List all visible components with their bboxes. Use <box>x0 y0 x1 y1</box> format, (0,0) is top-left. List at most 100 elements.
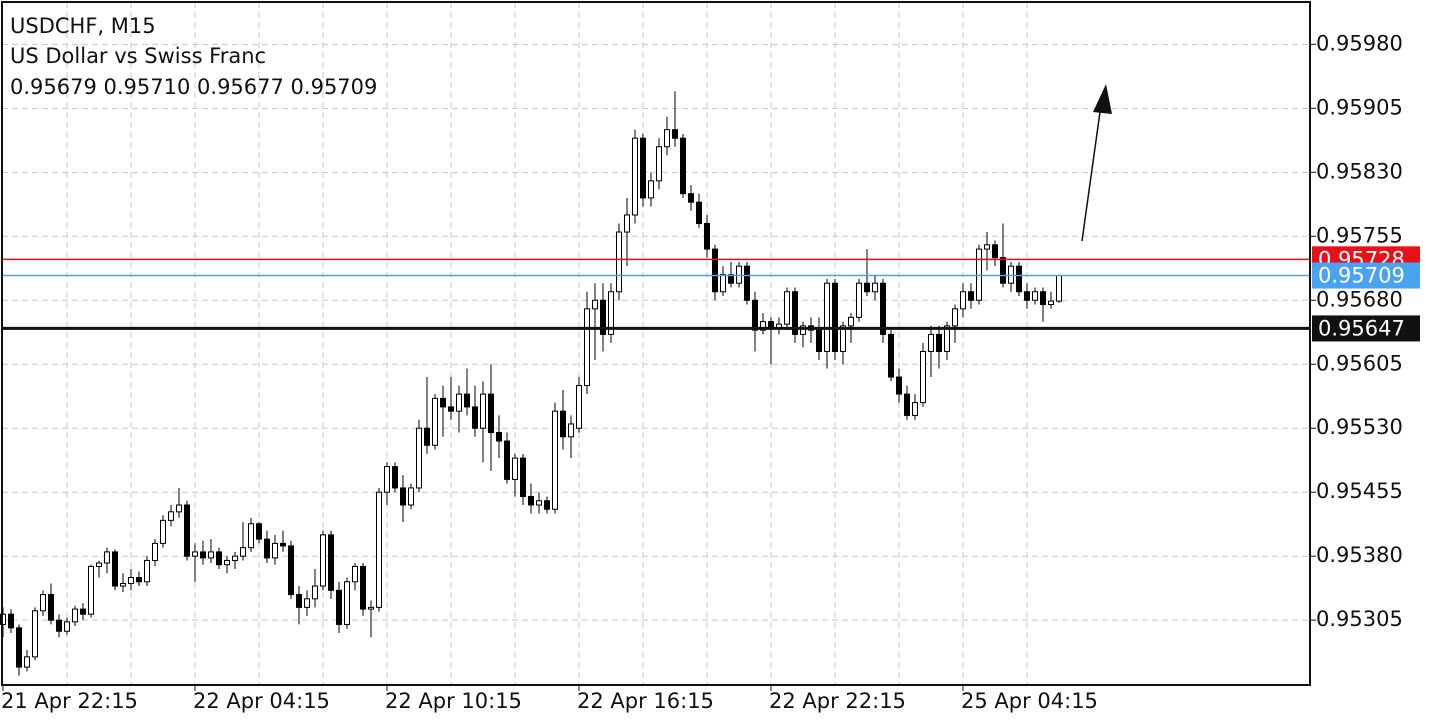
candle-body <box>40 594 46 612</box>
plot-frame <box>1 1 1311 686</box>
chart-subtitle: US Dollar vs Swiss Franc <box>10 44 266 68</box>
candle-body <box>864 282 870 293</box>
candle-body <box>280 542 286 547</box>
candle-body <box>696 201 702 224</box>
candle-body <box>456 393 462 412</box>
candle-body <box>72 608 78 623</box>
candle-body <box>752 299 758 331</box>
candle-body <box>360 565 366 610</box>
candle-body <box>656 146 662 182</box>
candle-body <box>256 523 262 540</box>
candle-body <box>936 333 942 352</box>
price-lines <box>2 258 1310 330</box>
candle-body <box>904 393 910 416</box>
y-tick-label: 0.95830 <box>1316 159 1403 183</box>
candle-body <box>336 589 342 625</box>
candle-body <box>552 410 558 510</box>
candle-body <box>32 610 38 658</box>
y-tick-label: 0.95905 <box>1316 95 1403 119</box>
candle-body <box>288 545 294 596</box>
candle-body <box>160 519 166 544</box>
candle-body <box>928 333 934 352</box>
candle-body <box>544 500 550 510</box>
candle-body <box>232 555 238 561</box>
candle-body <box>344 581 350 625</box>
candle-body <box>1008 265 1014 284</box>
candle-body <box>296 594 302 608</box>
candle-body <box>496 431 502 442</box>
x-tick-label: 22 Apr 22:15 <box>769 689 906 713</box>
candle-body <box>80 608 86 615</box>
candle-body <box>832 282 838 352</box>
candle-body <box>728 274 734 284</box>
candle-body <box>992 244 998 259</box>
candle-body <box>464 393 470 408</box>
x-tick-label: 22 Apr 16:15 <box>577 689 714 713</box>
candle-body <box>264 538 270 559</box>
candle-body <box>312 585 318 600</box>
candle-body <box>208 551 214 559</box>
candle-body <box>128 577 134 584</box>
candle-body <box>640 137 646 199</box>
x-tick-label: 21 Apr 22:15 <box>1 689 138 713</box>
axes: 0.95980 0.95905 0.95830 0.95755 0.95680 0.956… <box>1 31 1420 713</box>
candle-body <box>712 248 718 293</box>
candle-body <box>944 325 950 352</box>
candle-body <box>792 291 798 335</box>
candle-body <box>432 397 438 446</box>
candle-body <box>480 393 486 429</box>
candle-body <box>192 551 198 557</box>
candle-body <box>920 350 926 404</box>
candle-body <box>952 308 958 327</box>
candle-body <box>632 137 638 216</box>
candle-body <box>528 495 534 506</box>
candle-body <box>96 562 102 567</box>
candle-body <box>760 321 766 331</box>
candle-body <box>16 627 22 668</box>
candle-body <box>424 427 430 446</box>
x-tick-label: 25 Apr 04:15 <box>961 689 1098 713</box>
candle-body <box>576 385 582 429</box>
candle-body <box>608 291 614 335</box>
candle-body <box>672 129 678 139</box>
candle-body <box>368 606 374 610</box>
candle-body <box>584 308 590 387</box>
chart-title: USDCHF, M15 <box>10 14 156 38</box>
y-tick-label: 0.95755 <box>1316 223 1403 247</box>
candle-body <box>984 244 990 250</box>
candle-body <box>272 542 278 559</box>
candle-body <box>472 406 478 429</box>
candle-body <box>488 393 494 433</box>
candle-body <box>720 274 726 293</box>
candle-body <box>384 466 390 493</box>
price-label-box <box>1312 262 1420 289</box>
candle-body <box>848 316 854 327</box>
candle-body <box>1048 300 1054 306</box>
candle-body <box>120 582 126 587</box>
y-tick-label: 0.95380 <box>1316 543 1403 567</box>
candle-body <box>248 523 254 549</box>
candle-body <box>48 594 54 621</box>
arrow-shaft <box>1081 111 1101 242</box>
candle-body <box>184 504 190 557</box>
candle-body <box>800 325 806 335</box>
candle-body <box>744 265 750 301</box>
candle-body <box>1056 275 1062 302</box>
y-tick-label: 0.95305 <box>1316 607 1403 631</box>
candle-body <box>104 551 110 564</box>
candle-body <box>144 559 150 583</box>
candle-body <box>824 282 830 352</box>
candle-body <box>1016 265 1022 293</box>
candle-body <box>880 282 886 335</box>
candle-body <box>568 423 574 438</box>
candle-body <box>24 656 30 668</box>
candle-body <box>968 291 974 301</box>
y-tick-label: 0.95455 <box>1316 479 1403 503</box>
candle-body <box>840 325 846 352</box>
candles <box>0 91 1062 676</box>
candle-body <box>960 291 966 310</box>
candle-body <box>8 613 14 629</box>
candle-body <box>1024 291 1030 301</box>
